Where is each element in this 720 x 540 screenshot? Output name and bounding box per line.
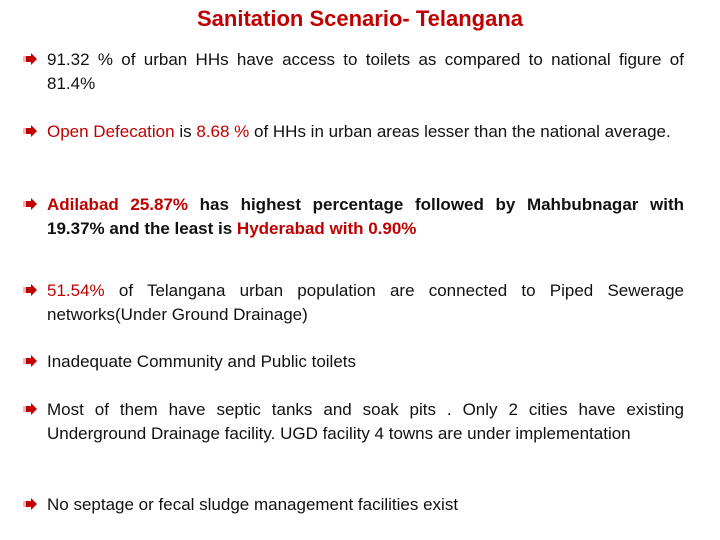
arrow-right-icon: [23, 403, 37, 415]
bullet-text: No septage or fecal sludge management fa…: [47, 493, 684, 517]
bullet-text-part: of Telangana urban population are connec…: [47, 281, 684, 324]
bullet-item-no-fsm: No septage or fecal sludge management fa…: [22, 493, 684, 517]
bullet-text: 91.32 % of urban HHs have access to toil…: [47, 48, 684, 96]
highlight-adilabad: Adilabad 25.87%: [47, 195, 189, 214]
bullet-text: Open Defecation is 8.68 % of HHs in urba…: [47, 120, 684, 144]
arrow-right-icon: [23, 125, 37, 137]
highlight-percentage: 8.68 %: [196, 122, 250, 141]
page-title: Sanitation Scenario- Telangana: [197, 6, 523, 31]
bullet-text: 51.54% of Telangana urban population are…: [47, 279, 684, 327]
bullet-item-piped-sewerage: 51.54% of Telangana urban population are…: [22, 279, 684, 327]
bullet-item-urban-toilet-access: 91.32 % of urban HHs have access to toil…: [22, 48, 684, 96]
arrow-right-icon: [23, 498, 37, 510]
arrow-right-icon: [23, 284, 37, 296]
bullet-text-part: has highest percentage followed by Mahbu…: [47, 195, 684, 238]
bullet-item-septic-tanks: Most of them have septic tanks and soak …: [22, 398, 684, 446]
bullet-text-part: 91.32 % of urban HHs have access to toil…: [47, 50, 684, 93]
bullet-text-part: Most of them have septic tanks and soak …: [47, 400, 684, 443]
highlight-hyderabad: Hyderabad with 0.90%: [236, 219, 417, 238]
bullet-item-inadequate-toilets: Inadequate Community and Public toilets: [22, 350, 684, 374]
bullet-text: Most of them have septic tanks and soak …: [47, 398, 684, 446]
bullet-text-part: No septage or fecal sludge management fa…: [47, 495, 459, 514]
arrow-right-icon: [23, 355, 37, 367]
bullet-item-district-ranking: Adilabad 25.87% has highest percentage f…: [22, 193, 684, 241]
bullet-text-part: of HHs in urban areas lesser than the na…: [249, 122, 671, 141]
bullet-text-part: is: [174, 122, 197, 141]
bullet-text: Adilabad 25.87% has highest percentage f…: [47, 193, 684, 241]
bullet-item-open-defecation: Open Defecation is 8.68 % of HHs in urba…: [22, 120, 684, 144]
arrow-right-icon: [23, 53, 37, 65]
arrow-right-icon: [23, 198, 37, 210]
highlight-open-defecation: Open Defecation: [47, 122, 175, 141]
bullet-text: Inadequate Community and Public toilets: [47, 350, 684, 374]
highlight-percentage: 51.54%: [47, 281, 105, 300]
bullet-text-part: Inadequate Community and Public toilets: [47, 352, 357, 371]
